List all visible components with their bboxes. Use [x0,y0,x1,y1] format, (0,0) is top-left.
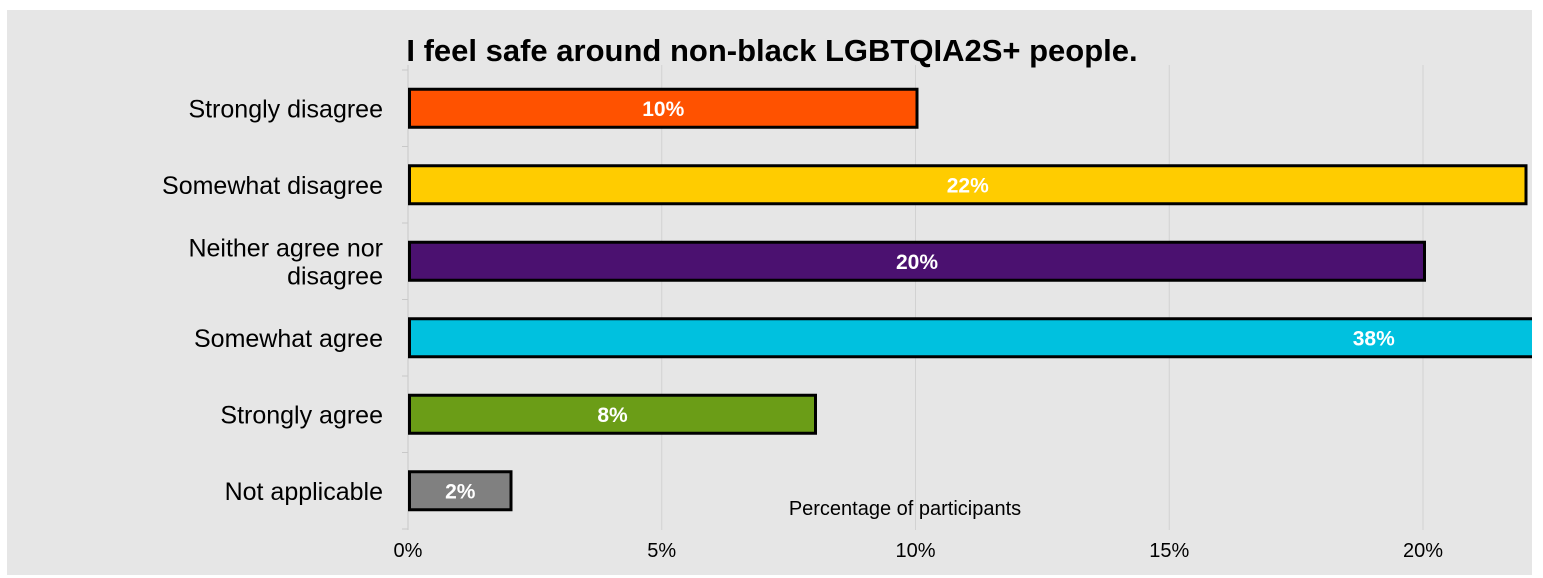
bar [408,164,1528,206]
x-axis-title: Percentage of participants [789,498,1021,520]
data-label: 22% [947,174,989,197]
y-axis [402,65,409,530]
gridlines [661,65,1424,530]
category-label: Not applicable [225,478,383,506]
bar [408,240,1426,282]
chart-panel: 10% 22% 20% 38% 8% 2% Strongly disagree Somewh… [7,10,1532,575]
category-label: Strongly disagree [188,95,383,123]
category-label: disagree [287,262,383,290]
data-label: 2% [445,480,476,503]
bars: 10% 22% 20% 38% 8% 2% [408,87,1532,512]
x-tick-label: 10% [895,540,935,562]
x-tick-label: 20% [1403,540,1443,562]
x-tick-labels: 0%5%10%15%20%25%30%35%40% [394,540,1444,562]
data-label: 20% [896,251,938,274]
category-labels: Strongly disagree Somewhat disagree Neithe… [162,95,383,506]
data-label: 38% [1353,327,1395,350]
bar [408,393,817,435]
data-label: 10% [642,98,684,121]
bar-chart: 10% 22% 20% 38% 8% 2% Strongly disagree Somewh… [162,33,1532,562]
category-label: Somewhat disagree [162,172,383,200]
bar [408,470,513,512]
x-tick-label: 0% [394,540,423,562]
bar [408,87,919,129]
category-label: Somewhat agree [194,325,383,353]
data-label: 8% [597,404,628,427]
category-label: Neither agree nor [188,234,383,262]
x-tick-label: 5% [647,540,676,562]
category-label: Strongly agree [220,401,383,429]
chart-title: I feel safe around non-black LGBTQIA2S+ … [406,33,1137,68]
x-tick-label: 15% [1149,540,1189,562]
bar [408,317,1532,359]
